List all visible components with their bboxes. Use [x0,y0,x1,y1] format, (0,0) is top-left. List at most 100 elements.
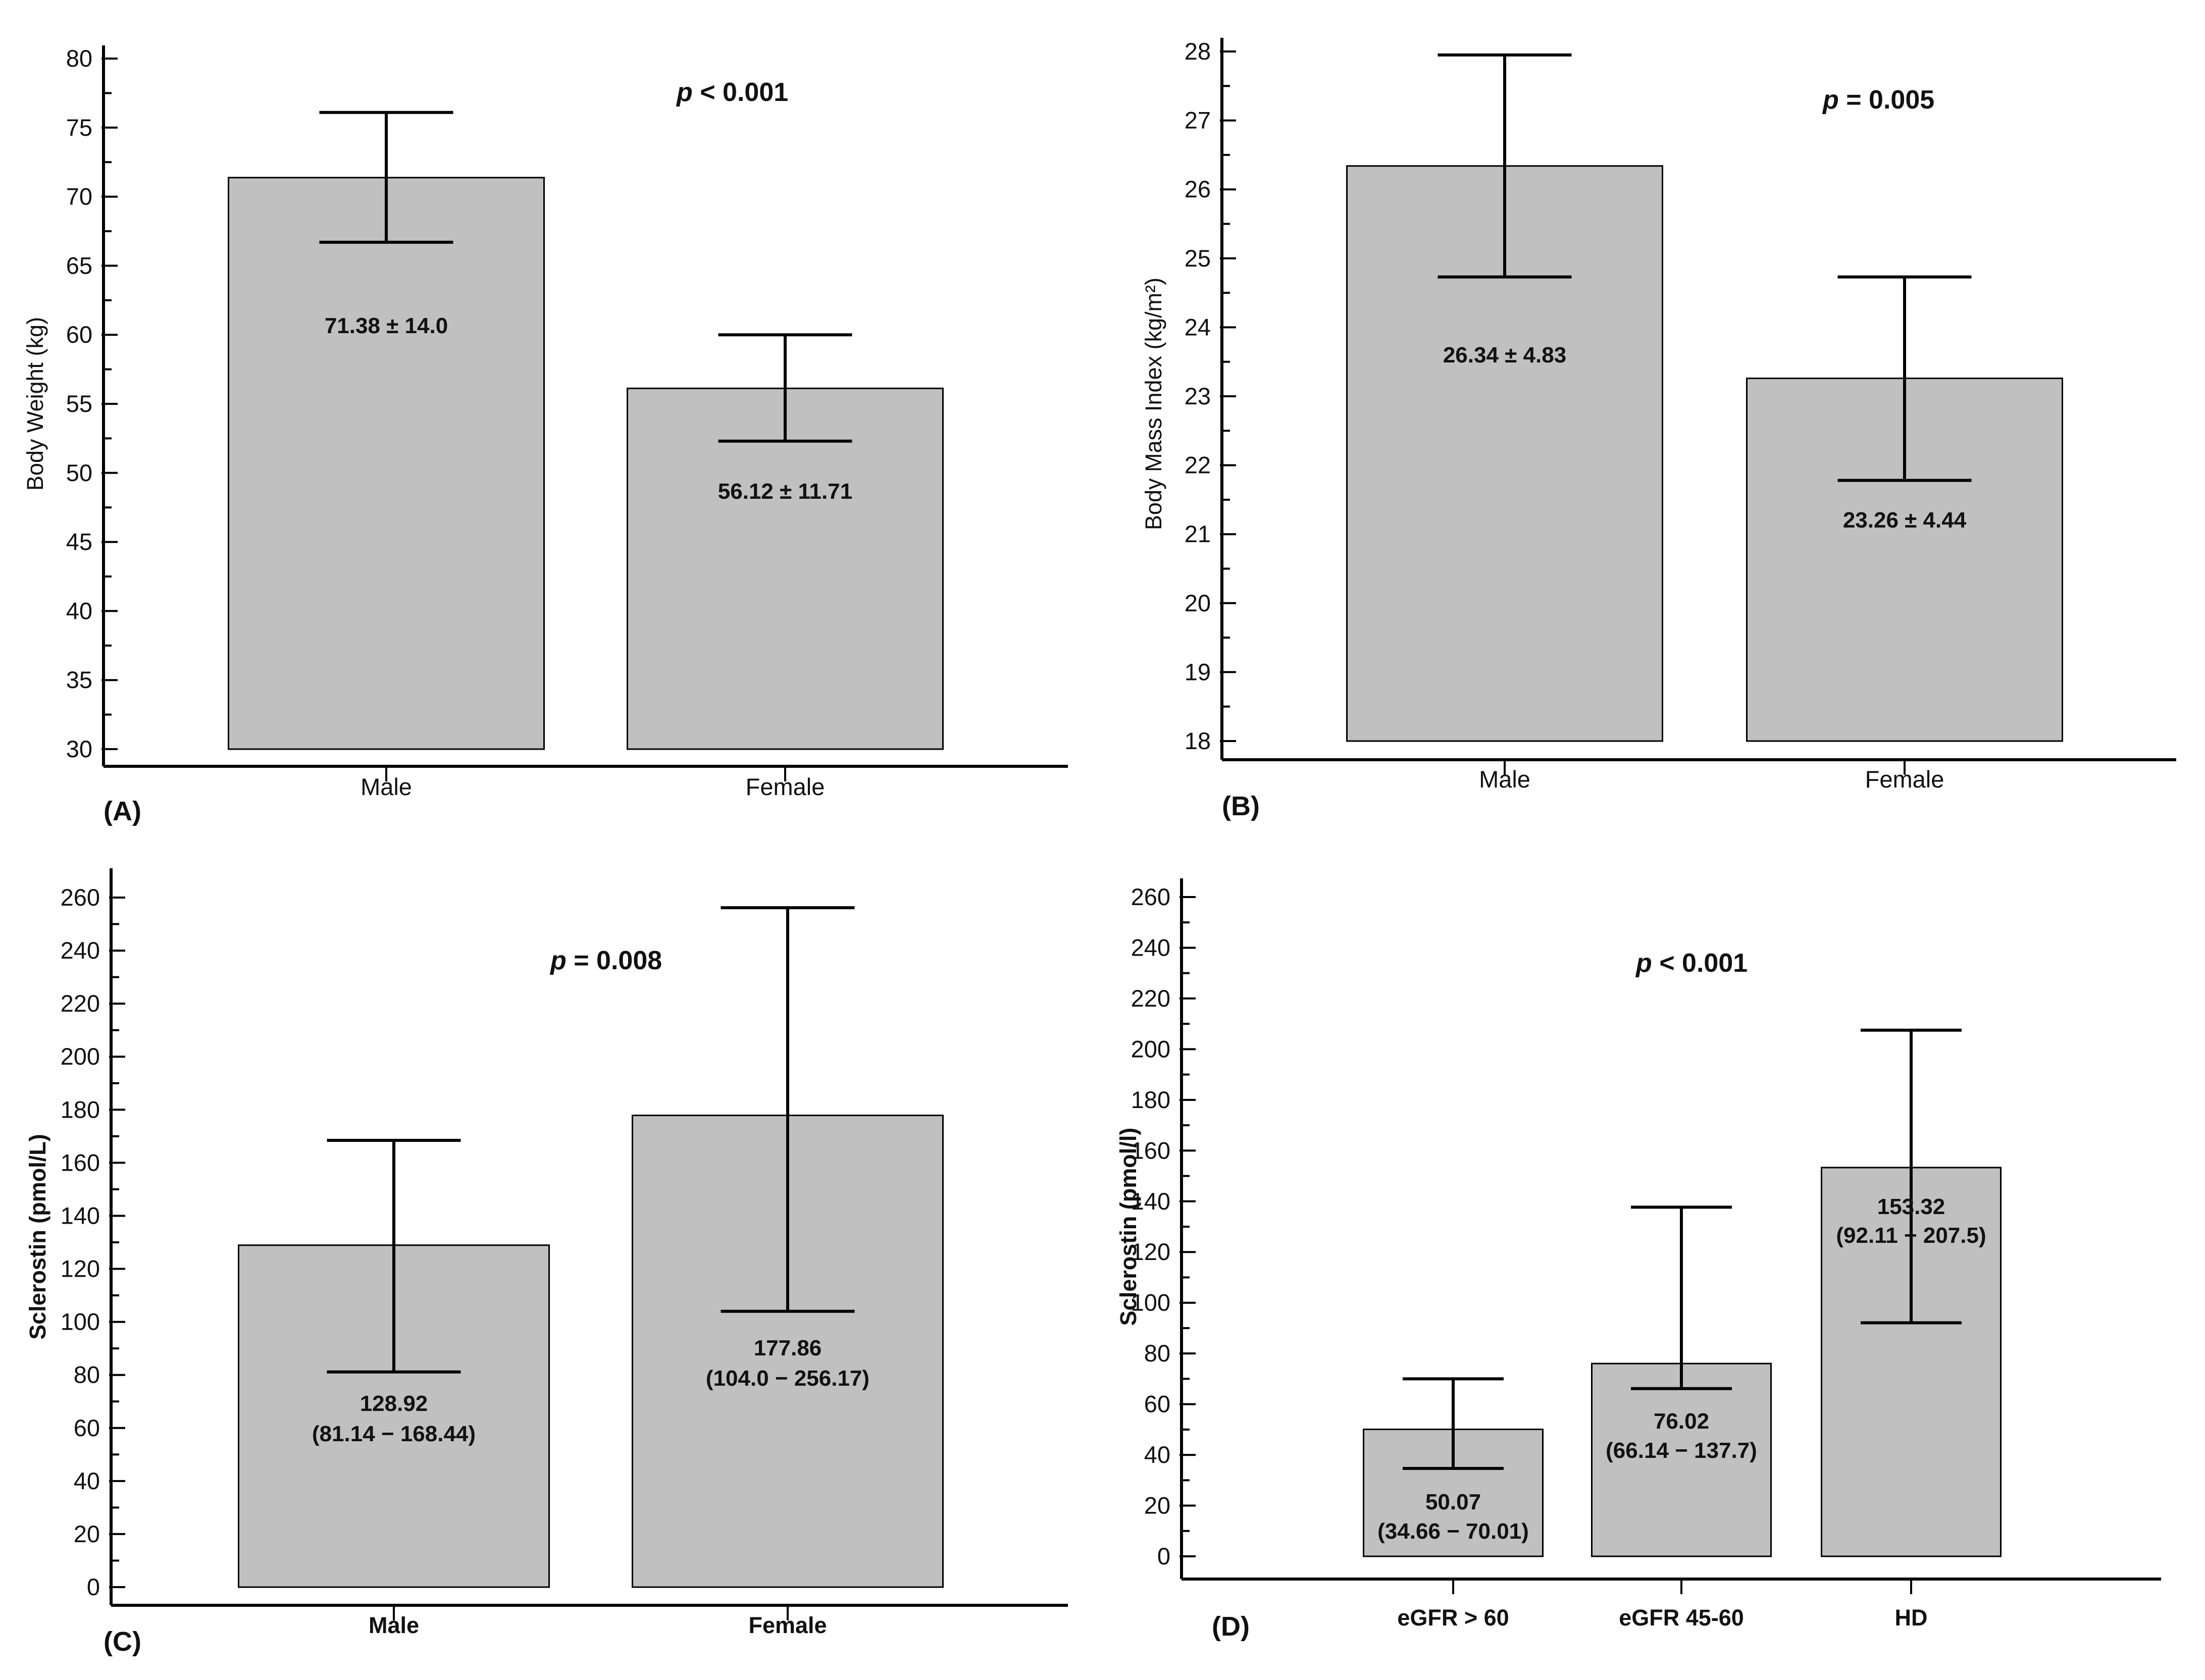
bar-data-label: 23.26 ± 4.44 [1843,508,1967,533]
panel-label: (C) [104,1626,141,1657]
y-tick-label: 80 [74,1361,100,1388]
y-tick-label: 26 [1185,176,1211,202]
bar-data-label: 153.32 [1877,1194,1945,1219]
p-value: < 0.001 [1652,949,1748,978]
bar-data-label: (66.14 − 137.7) [1606,1438,1757,1463]
bar-female [627,387,944,750]
y-tick-label: 40 [74,1467,100,1494]
bar-data-label: (34.66 − 70.01) [1377,1519,1529,1544]
y-tick-label: 160 [1131,1137,1170,1164]
y-tick-label: 60 [66,321,92,348]
y-tick-label: 100 [61,1308,100,1335]
y-tick-label: 0 [87,1573,100,1600]
y-tick-label: 80 [66,45,92,72]
y-tick-label: 260 [61,884,100,911]
p-value-label: p = 0.005 [1822,85,1934,115]
y-axis-title: Sclerostin (pmol/L) [25,1134,50,1340]
y-tick-label: 60 [74,1414,100,1441]
panel-b: 18 19 20 21 22 23 24 25 26 27 28 Body Mass Index (k… [1141,38,2176,821]
x-category-label: Male [361,773,412,800]
p-value-label: p < 0.001 [1635,949,1748,978]
y-tick-label: 27 [1185,107,1211,134]
bar-male [228,177,545,750]
x-category-label: HD [1895,1605,1928,1631]
y-tick-label: 140 [1131,1188,1170,1215]
y-tick-label: 20 [1185,590,1211,616]
y-tick-label: 45 [66,529,92,555]
y-tick-label: 18 [1185,727,1211,754]
y-tick-label: 220 [1131,985,1170,1012]
y-tick-label: 60 [1144,1391,1170,1418]
y-tick-label: 260 [1131,883,1170,910]
y-axis-title: Body Mass Index (kg/m²) [1141,278,1166,530]
x-category-label: Male [1479,766,1530,793]
y-tick-label: 19 [1185,658,1211,685]
bar-data-label: (104.0 − 256.17) [706,1366,869,1391]
y-tick-label: 40 [66,597,92,624]
y-tick-label: 40 [1144,1441,1170,1468]
bar-data-label: 76.02 [1654,1409,1709,1434]
panel-label: (A) [104,796,141,826]
y-tick-label: 28 [1185,38,1211,65]
y-tick-label: 20 [1144,1492,1170,1519]
panel-d: 0 20 40 60 80 100 120 140 160 180 200 220 240 260 Scle… [1115,878,2161,1642]
bar-data-label: (81.14 − 168.44) [312,1422,476,1446]
y-tick-label: 200 [61,1043,100,1070]
panel-label: (B) [1222,791,1260,821]
y-tick-label: 22 [1185,452,1211,479]
y-tick-label: 160 [61,1149,100,1176]
x-category-label: Female [746,773,825,800]
p-symbol: p [1822,85,1839,115]
y-tick-label: 180 [1131,1086,1170,1113]
y-tick-label: 55 [66,390,92,417]
x-category-label: eGFR > 60 [1397,1605,1509,1631]
panel-label: (D) [1212,1611,1250,1642]
y-tick-label: 70 [66,183,92,210]
y-tick-label: 180 [61,1096,100,1123]
y-tick-label: 65 [66,252,92,279]
bar-data-label: 177.86 [754,1336,822,1360]
y-tick-label: 80 [1144,1340,1170,1367]
y-tick-label: 35 [66,666,92,693]
y-tick-label: 0 [1157,1543,1170,1569]
bar-data-label: 71.38 ± 14.0 [325,313,448,338]
y-tick-label: 23 [1185,383,1211,409]
p-value: = 0.008 [567,946,662,975]
x-category-label: Female [748,1612,827,1638]
p-symbol: p [549,946,567,975]
bar-egfr-45-60 [1591,1362,1772,1557]
p-value-label: p < 0.001 [676,78,788,107]
bar-data-label: (92.11 − 207.5) [1836,1223,1986,1248]
y-tick-label: 24 [1185,313,1211,340]
x-category-label: eGFR 45-60 [1619,1605,1744,1631]
bar-data-label: 26.34 ± 4.83 [1443,343,1566,368]
y-tick-label: 120 [61,1255,100,1282]
y-tick-label: 50 [66,459,92,486]
y-tick-label: 20 [74,1520,100,1547]
y-axis-title: Sclerostin (pmol/l) [1115,1128,1141,1326]
y-tick-label: 21 [1185,520,1211,547]
bar-data-label: 128.92 [360,1391,428,1416]
y-tick-label: 140 [61,1202,100,1229]
y-tick-label: 120 [1131,1238,1170,1265]
y-tick-label: 75 [66,114,92,141]
y-tick-label: 200 [1131,1035,1170,1062]
x-category-label: Female [1865,766,1944,793]
x-category-label: Male [369,1612,419,1638]
y-tick-label: 220 [61,990,100,1017]
y-tick-label: 240 [1131,934,1170,961]
panel-a: 30 35 40 45 50 55 60 65 70 75 80 Body Weight (kg) Ma… [22,45,1068,826]
y-tick-label: 25 [1185,245,1211,272]
y-tick-label: 100 [1131,1289,1170,1316]
p-value: = 0.005 [1839,85,1934,115]
p-value-label: p = 0.008 [549,946,662,975]
p-symbol: p [676,78,693,107]
y-tick-label: 240 [61,937,100,964]
bar-data-label: 50.07 [1425,1490,1481,1514]
p-value: < 0.001 [693,78,788,107]
y-axis-title: Body Weight (kg) [22,317,48,491]
panel-c: 0 20 40 60 80 100 120 140 160 180 200 220 240 260 Scle… [25,868,1068,1657]
y-tick-label: 30 [66,736,92,762]
bar-data-label: 56.12 ± 11.71 [718,479,852,504]
